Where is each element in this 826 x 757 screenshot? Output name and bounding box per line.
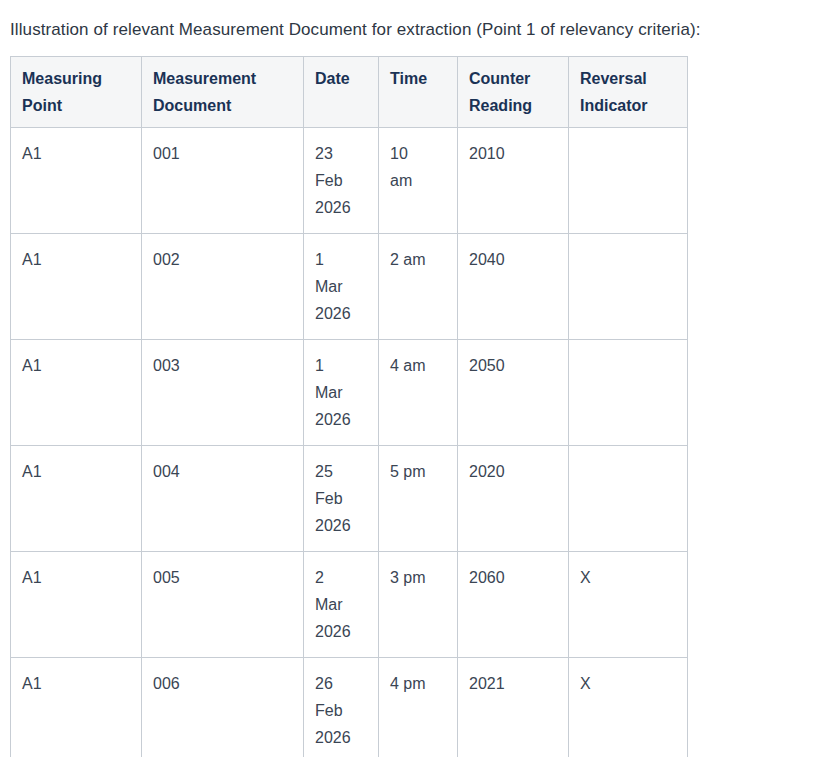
cell-measurement-document: 001 bbox=[142, 128, 304, 234]
cell-time: 4 am bbox=[379, 340, 458, 446]
cell-date: 23 Feb 2026 bbox=[304, 128, 379, 234]
column-header-date: Date bbox=[304, 57, 379, 128]
table-row: A1 006 26 Feb 2026 4 pm 2021 X bbox=[11, 658, 688, 757]
table-row: A1 003 1 Mar 2026 4 am 2050 bbox=[11, 340, 688, 446]
cell-counter-reading: 2010 bbox=[458, 128, 569, 234]
cell-measurement-document: 002 bbox=[142, 234, 304, 340]
table-header: Measuring Point Measurement Document Dat… bbox=[11, 57, 688, 128]
cell-date: 25 Feb 2026 bbox=[304, 446, 379, 552]
cell-time: 5 pm bbox=[379, 446, 458, 552]
cell-measuring-point: A1 bbox=[11, 658, 142, 757]
column-header-measuring-point: Measuring Point bbox=[11, 57, 142, 128]
page-title: Illustration of relevant Measurement Doc… bbox=[10, 20, 826, 40]
cell-date: 26 Feb 2026 bbox=[304, 658, 379, 757]
table-header-row: Measuring Point Measurement Document Dat… bbox=[11, 57, 688, 128]
column-header-measurement-document: Measurement Document bbox=[142, 57, 304, 128]
table-row: A1 002 1 Mar 2026 2 am 2040 bbox=[11, 234, 688, 340]
column-header-reversal-indicator: Reversal Indicator bbox=[569, 57, 688, 128]
cell-measuring-point: A1 bbox=[11, 446, 142, 552]
cell-measuring-point: A1 bbox=[11, 552, 142, 658]
cell-counter-reading: 2040 bbox=[458, 234, 569, 340]
cell-counter-reading: 2060 bbox=[458, 552, 569, 658]
cell-reversal-indicator bbox=[569, 234, 688, 340]
cell-measuring-point: A1 bbox=[11, 128, 142, 234]
cell-date: 1 Mar 2026 bbox=[304, 340, 379, 446]
cell-measuring-point: A1 bbox=[11, 340, 142, 446]
cell-reversal-indicator: X bbox=[569, 658, 688, 757]
table-row: A1 004 25 Feb 2026 5 pm 2020 bbox=[11, 446, 688, 552]
cell-reversal-indicator bbox=[569, 340, 688, 446]
page: Illustration of relevant Measurement Doc… bbox=[0, 0, 826, 757]
table-body: A1 001 23 Feb 2026 10 am 2010 A1 002 1 M… bbox=[11, 128, 688, 757]
measurement-documents-table: Measuring Point Measurement Document Dat… bbox=[10, 56, 688, 757]
cell-measurement-document: 004 bbox=[142, 446, 304, 552]
cell-time: 2 am bbox=[379, 234, 458, 340]
cell-counter-reading: 2020 bbox=[458, 446, 569, 552]
column-header-counter-reading: Counter Reading bbox=[458, 57, 569, 128]
column-header-time: Time bbox=[379, 57, 458, 128]
cell-time: 10 am bbox=[379, 128, 458, 234]
cell-measuring-point: A1 bbox=[11, 234, 142, 340]
cell-date: 2 Mar 2026 bbox=[304, 552, 379, 658]
cell-date: 1 Mar 2026 bbox=[304, 234, 379, 340]
cell-measurement-document: 005 bbox=[142, 552, 304, 658]
cell-counter-reading: 2021 bbox=[458, 658, 569, 757]
cell-measurement-document: 003 bbox=[142, 340, 304, 446]
cell-reversal-indicator bbox=[569, 128, 688, 234]
cell-measurement-document: 006 bbox=[142, 658, 304, 757]
table-row: A1 001 23 Feb 2026 10 am 2010 bbox=[11, 128, 688, 234]
cell-reversal-indicator: X bbox=[569, 552, 688, 658]
cell-time: 4 pm bbox=[379, 658, 458, 757]
cell-reversal-indicator bbox=[569, 446, 688, 552]
cell-counter-reading: 2050 bbox=[458, 340, 569, 446]
cell-time: 3 pm bbox=[379, 552, 458, 658]
table-row: A1 005 2 Mar 2026 3 pm 2060 X bbox=[11, 552, 688, 658]
